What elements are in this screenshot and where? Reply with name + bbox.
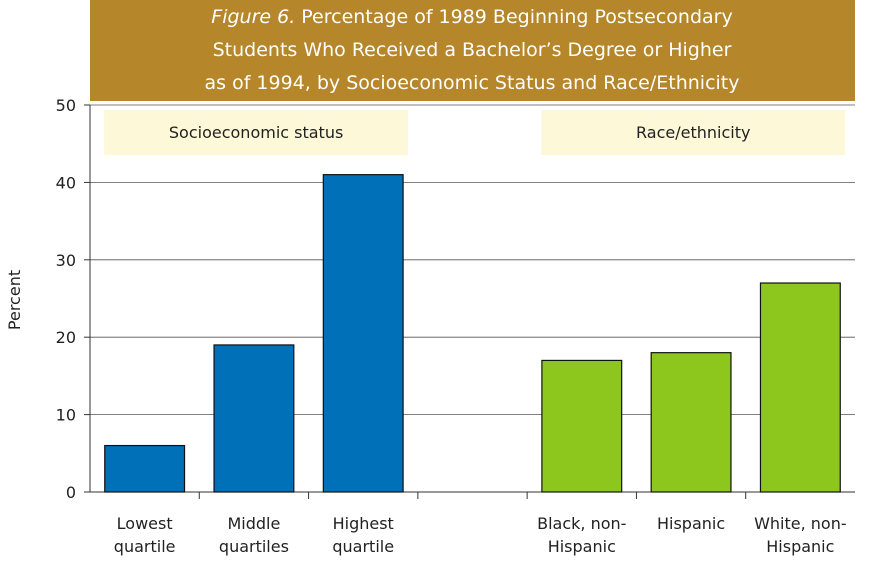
x-tick-label: Black, non- Hispanic xyxy=(537,514,626,556)
x-tick-label: Lowest quartile xyxy=(114,514,176,556)
x-tick-label-line: quartile xyxy=(114,537,176,556)
legend-box xyxy=(104,110,409,155)
x-tick-label-line: quartiles xyxy=(219,537,289,556)
title-line: as of 1994, by Socioeconomic Status and … xyxy=(204,72,739,94)
y-tick-label: 20 xyxy=(56,328,76,347)
x-tick-label-line: White, non- xyxy=(754,514,847,533)
x-tick-label-line: Highest xyxy=(333,514,394,533)
title-line: Students Who Received a Bachelor’s Degre… xyxy=(213,39,732,61)
legend-label: Socioeconomic status xyxy=(169,123,343,142)
x-tick-label: Middle quartiles xyxy=(219,514,289,556)
bar xyxy=(104,444,186,493)
x-tick-label-line: Hispanic xyxy=(548,537,616,556)
x-tick-label: White, non- Hispanic xyxy=(754,514,847,556)
chart-title: Figure 6. Percentage of 1989 Beginning Po… xyxy=(211,6,732,28)
bar xyxy=(759,282,841,493)
x-tick-label-line: Lowest xyxy=(117,514,173,533)
x-tick-label-line: Black, non- xyxy=(537,514,626,533)
legend-label: Race/ethnicity xyxy=(636,123,750,142)
bar xyxy=(541,359,623,493)
y-tick-label: 30 xyxy=(56,251,76,270)
x-tick-label-line: Middle xyxy=(227,514,280,533)
bar xyxy=(650,352,732,493)
x-tick-label: Highest quartile xyxy=(332,514,394,556)
y-tick-label: 0 xyxy=(66,483,76,502)
figure-label: Figure 6. xyxy=(211,6,295,28)
x-tick-label-line: Hispanic xyxy=(657,514,725,533)
bar xyxy=(322,174,404,493)
title-box xyxy=(90,0,855,101)
legend-box xyxy=(541,110,846,155)
y-axis-label: Percent xyxy=(5,270,24,330)
y-tick-label: 10 xyxy=(56,406,76,425)
x-tick-label-line: quartile xyxy=(332,537,394,556)
y-tick-label: 40 xyxy=(56,173,76,192)
y-tick-label: 50 xyxy=(56,96,76,115)
x-tick-label-line: Hispanic xyxy=(766,537,834,556)
bar xyxy=(213,344,295,493)
x-tick-label: Hispanic xyxy=(657,514,725,533)
title-line: Percentage of 1989 Beginning Postseconda… xyxy=(301,6,732,28)
